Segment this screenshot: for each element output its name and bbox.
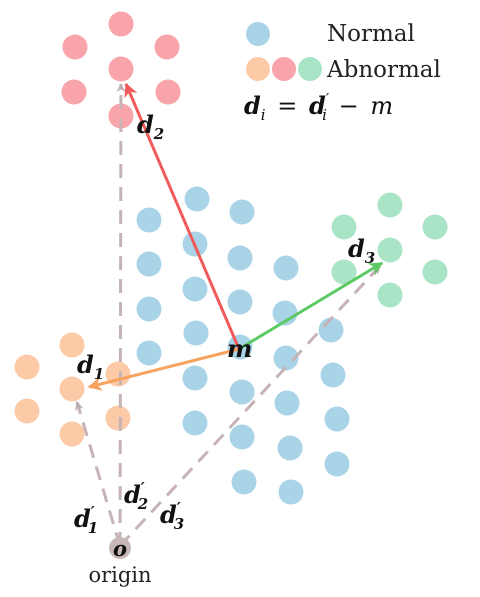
legend: Normal Abnormal (246, 21, 441, 83)
label-d2-prime: d′ 2 (124, 479, 148, 513)
normal-dot-5 (227, 245, 253, 271)
normal-dot-25 (231, 469, 257, 495)
arrow-d1 (87, 347, 240, 391)
abnormal-cluster-2 (61, 11, 181, 129)
abnormal-3-dot-6 (422, 259, 448, 285)
abnormal-2-dot-5 (61, 79, 87, 105)
origin-point (109, 537, 131, 559)
dashed-arrow-d3-prime (118, 264, 382, 548)
normal-dot-15 (136, 340, 162, 366)
origin-symbol: o (113, 536, 127, 561)
normal-dot-9 (227, 289, 253, 315)
normal-dot-12 (183, 320, 209, 346)
equation: di = d′ i − m (244, 90, 393, 126)
normal-dot-11 (136, 296, 162, 322)
normal-dot-16 (318, 317, 344, 343)
legend-normal-label: Normal (327, 21, 415, 47)
legend-abnormal-swatch-3 (298, 57, 322, 81)
normal-dot-8 (182, 276, 208, 302)
normal-dot-20 (320, 362, 346, 388)
normal-dot-14 (273, 345, 299, 371)
abnormal-3-dot-7 (377, 282, 403, 308)
normal-dot-3 (136, 207, 162, 233)
legend-abnormal-label: Abnormal (326, 57, 441, 83)
normal-dot-23 (277, 435, 303, 461)
legend-abnormal-swatch-1 (246, 57, 270, 81)
abnormal-cluster-1 (14, 332, 131, 447)
abnormal-3-dot-1 (377, 192, 403, 218)
abnormal-1-dot-1 (59, 332, 85, 358)
label-d3: d3 (348, 234, 375, 267)
mean-label: m (227, 334, 252, 363)
abnormal-1-dot-7 (105, 405, 131, 431)
label-d2: d2 (137, 110, 164, 143)
abnormal-2-dot-3 (154, 34, 180, 60)
abnormal-1-dot-6 (59, 421, 85, 447)
normal-dot-24 (324, 406, 350, 432)
normal-dot-2 (229, 199, 255, 225)
label-d3-prime: d′ 3 (160, 499, 184, 533)
label-d1: d1 (77, 350, 104, 383)
normal-dot-1 (184, 186, 210, 212)
normal-dot-6 (273, 255, 299, 281)
normal-dot-19 (274, 390, 300, 416)
legend-abnormal-swatch-2 (272, 57, 296, 81)
abnormal-2-dot-4 (108, 56, 134, 82)
normal-dot-18 (229, 379, 255, 405)
normal-dot-22 (229, 424, 255, 450)
abnormal-2-dot-7 (108, 103, 134, 129)
abnormal-2-dot-1 (108, 11, 134, 37)
abnormal-3-dot-3 (422, 214, 448, 240)
normal-dot-17 (182, 365, 208, 391)
abnormal-3-dot-4 (377, 237, 403, 263)
abnormal-1-dot-5 (14, 398, 40, 424)
abnormal-2-dot-2 (62, 34, 88, 60)
normal-dot-7 (136, 251, 162, 277)
legend-normal-swatch (246, 22, 270, 46)
normal-dot-21 (182, 410, 208, 436)
label-d1-prime: d′ 1 (74, 503, 98, 537)
dashed-arrow-d1-prime (75, 401, 122, 547)
abnormal-3-dot-2 (331, 214, 357, 240)
arrow-d2 (124, 82, 241, 350)
normal-dot-26 (278, 479, 304, 505)
abnormal-cluster-3 (331, 192, 448, 308)
abnormal-1-dot-2 (14, 354, 40, 380)
abnormal-2-dot-6 (155, 79, 181, 105)
arrow-d3 (238, 261, 384, 351)
origin-label: origin (88, 563, 151, 587)
abnormal-1-dot-3 (59, 376, 85, 402)
dashed-arrow-d2-prime (116, 83, 126, 547)
normal-dot-27 (324, 451, 350, 477)
abnormal-3-dot-5 (331, 259, 357, 285)
